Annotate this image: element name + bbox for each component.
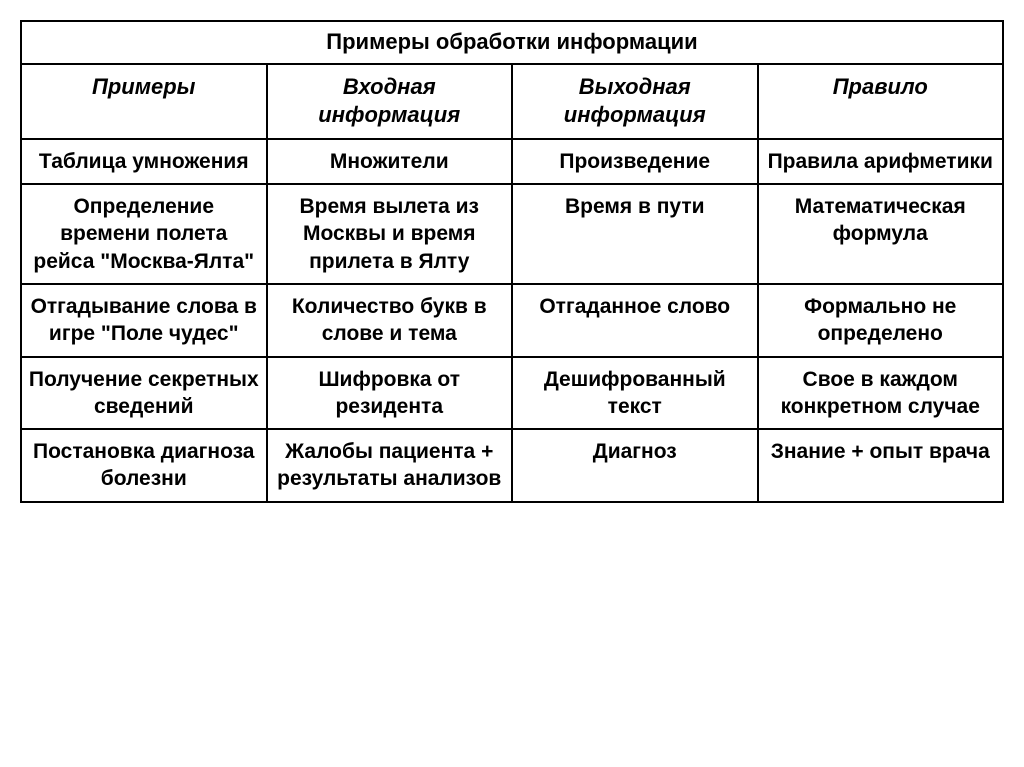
cell-rule: Формально не определено xyxy=(758,284,1004,357)
cell-example: Таблица умножения xyxy=(21,139,267,184)
cell-input: Жалобы пациента + результаты анализов xyxy=(267,429,513,502)
table-title: Примеры обработки информации xyxy=(21,21,1003,64)
cell-input: Множители xyxy=(267,139,513,184)
table-row: Получение секретных сведений Шифровка от… xyxy=(21,357,1003,430)
cell-example: Определение времени полета рейса "Москва… xyxy=(21,184,267,284)
table-row: Определение времени полета рейса "Москва… xyxy=(21,184,1003,284)
cell-example: Получение секретных сведений xyxy=(21,357,267,430)
header-rule: Правило xyxy=(758,64,1004,139)
cell-rule: Свое в каждом конкретном случае xyxy=(758,357,1004,430)
cell-output: Отгаданное слово xyxy=(512,284,758,357)
cell-output: Произведение xyxy=(512,139,758,184)
cell-rule: Правила арифметики xyxy=(758,139,1004,184)
header-output: Выходная информация xyxy=(512,64,758,139)
table-title-row: Примеры обработки информации xyxy=(21,21,1003,64)
cell-input: Время вылета из Москвы и время прилета в… xyxy=(267,184,513,284)
cell-example: Отгадывание слова в игре "Поле чудес" xyxy=(21,284,267,357)
cell-output: Дешифрованный текст xyxy=(512,357,758,430)
cell-input: Шифровка от резидента xyxy=(267,357,513,430)
cell-rule: Знание + опыт врача xyxy=(758,429,1004,502)
table-row: Постановка диагноза болезни Жалобы пацие… xyxy=(21,429,1003,502)
cell-example: Постановка диагноза болезни xyxy=(21,429,267,502)
header-examples: Примеры xyxy=(21,64,267,139)
table-header-row: Примеры Входная информация Выходная инфо… xyxy=(21,64,1003,139)
table-row: Таблица умножения Множители Произведение… xyxy=(21,139,1003,184)
header-input: Входная информация xyxy=(267,64,513,139)
cell-rule: Математическая формула xyxy=(758,184,1004,284)
cell-input: Количество букв в слове и тема xyxy=(267,284,513,357)
cell-output: Время в пути xyxy=(512,184,758,284)
info-processing-table: Примеры обработки информации Примеры Вхо… xyxy=(20,20,1004,503)
cell-output: Диагноз xyxy=(512,429,758,502)
table-row: Отгадывание слова в игре "Поле чудес" Ко… xyxy=(21,284,1003,357)
